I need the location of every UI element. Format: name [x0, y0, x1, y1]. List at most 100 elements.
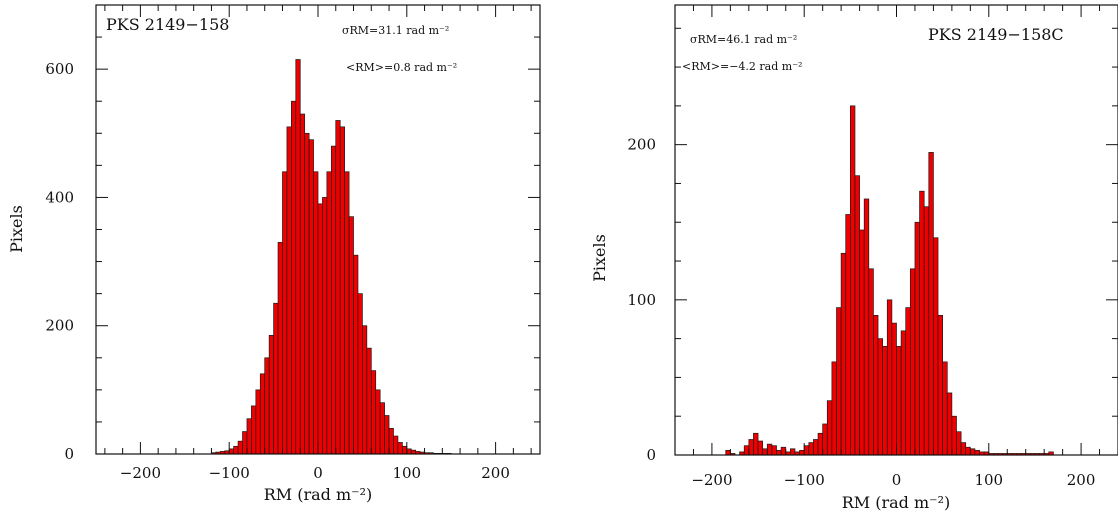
histogram-bar	[873, 314, 879, 456]
histogram-bar	[295, 59, 301, 455]
x-tick-label: 200	[1067, 471, 1096, 489]
histogram-bar	[317, 203, 323, 455]
histogram-bar	[951, 415, 957, 456]
histogram-bar	[960, 442, 967, 456]
histogram-bar	[339, 126, 345, 455]
histogram-bar	[348, 216, 354, 455]
histogram-bar	[322, 197, 328, 455]
histogram-bar	[402, 445, 408, 455]
histogram-bar	[762, 448, 768, 456]
histogram-bar	[255, 389, 261, 455]
histogram-bar	[264, 357, 270, 455]
y-tick-label: 600	[45, 60, 74, 78]
histogram-bar	[259, 373, 266, 455]
histogram-bar	[362, 325, 368, 455]
histogram-bar	[974, 449, 980, 456]
histogram-bar	[849, 105, 856, 456]
histogram-bar	[937, 314, 943, 456]
histogram-bar	[233, 445, 239, 455]
histogram-bar	[882, 346, 888, 456]
y-axis-title-right: Pixels	[590, 234, 609, 282]
histogram-bar	[840, 252, 847, 456]
y-tick-label: 200	[627, 136, 656, 154]
histogram-bar	[803, 445, 810, 456]
histogram-bar	[330, 145, 337, 455]
histogram-bar	[933, 237, 939, 456]
histogram-bar	[743, 445, 750, 456]
sigma-annotation-left: σRM=31.1 rad m⁻²	[342, 24, 449, 37]
mean-annotation-left: <RM>=0.8 rad m⁻²	[346, 61, 457, 74]
histogram-bar	[863, 198, 870, 456]
mean-annotation-right: <RM>=−4.2 rad m⁻²	[682, 60, 802, 73]
y-tick-labels-left: 0 200 400 600	[45, 60, 74, 463]
histogram-bar	[246, 418, 252, 455]
histogram-bar	[406, 448, 412, 455]
y-tick-label: 0	[64, 445, 74, 463]
histogram-bar	[790, 448, 796, 456]
histogram-bar	[928, 152, 934, 456]
histogram-bar	[291, 100, 297, 455]
x-tick-label: −100	[784, 471, 825, 489]
histogram-bar	[228, 448, 234, 455]
y-tick-labels-right: 0 100 200	[627, 136, 656, 464]
histogram-bar	[956, 431, 962, 456]
histogram-bars-left	[211, 59, 452, 455]
histogram-bar	[388, 427, 394, 455]
histogram-bar	[375, 389, 381, 455]
histogram-bar	[237, 440, 243, 455]
x-tick-label: −200	[691, 471, 732, 489]
histogram-bar	[326, 171, 332, 455]
histogram-bar	[822, 423, 828, 456]
histogram-bar	[242, 431, 248, 455]
x-tick-label: 200	[481, 464, 510, 482]
sigma-annotation-right: σRM=46.1 rad m⁻²	[690, 33, 797, 46]
histogram-bar	[251, 405, 257, 455]
histogram-bar	[748, 439, 754, 456]
x-tick-label: −200	[120, 464, 161, 482]
histogram-bar	[299, 113, 306, 455]
x-tick-labels-right: −200 −100 0 100 200	[691, 471, 1095, 489]
x-tick-label: 0	[313, 464, 323, 482]
histogram-bar	[831, 361, 837, 456]
histogram-bar	[886, 299, 893, 456]
histogram-bar	[313, 171, 319, 455]
histogram-bar	[286, 126, 292, 455]
histogram-bar	[766, 443, 773, 456]
y-axis-title-left: Pixels	[7, 205, 26, 253]
y-tick-label: 200	[45, 317, 74, 335]
histogram-bars-right	[725, 105, 1054, 456]
histogram-bar	[282, 171, 288, 455]
histogram-bar	[854, 175, 860, 456]
axis-ticks-left	[96, 4, 540, 455]
histogram-bar	[353, 254, 359, 455]
x-tick-label: 0	[892, 471, 902, 489]
histogram-bar	[370, 370, 377, 455]
histogram-bar	[335, 120, 341, 455]
histogram-bar	[845, 214, 851, 456]
x-tick-label: −100	[209, 464, 250, 482]
histogram-bar	[905, 307, 911, 456]
histogram-bar	[919, 190, 925, 456]
histogram-bar	[304, 132, 310, 455]
histogram-bar	[384, 415, 390, 455]
histogram-bar	[273, 302, 279, 455]
histogram-bar	[277, 241, 283, 455]
histogram-bar	[725, 449, 731, 456]
x-tick-labels-left: −200 −100 0 100 200	[120, 464, 510, 482]
y-tick-label: 400	[45, 188, 74, 206]
histogram-bar	[836, 307, 842, 456]
histogram-bar	[900, 330, 907, 456]
histogram-bar	[776, 449, 782, 456]
histogram-bar	[308, 139, 314, 455]
x-tick-label: 100	[974, 471, 1003, 489]
histogram-bar	[780, 446, 787, 456]
histogram-bar	[868, 268, 874, 456]
histogram-bar	[753, 432, 759, 456]
histogram-bar	[757, 440, 764, 456]
histogram-bar	[859, 229, 865, 456]
y-tick-label: 0	[646, 446, 656, 464]
source-label-left: PKS 2149−158	[106, 15, 229, 34]
x-axis-title-left: RM (rad m⁻²)	[264, 485, 373, 504]
histogram-panel-right: −200 −100 0 100 200 0 100 200 σRM=46.1 rad m⁻²…	[590, 4, 1118, 512]
histogram-bar	[826, 400, 833, 456]
